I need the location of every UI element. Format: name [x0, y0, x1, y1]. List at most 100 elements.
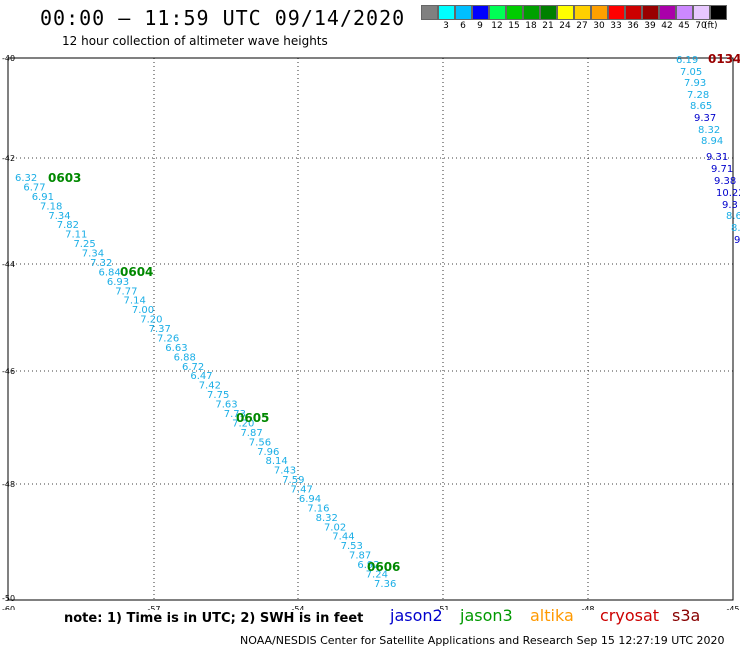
- latitude-tick-label: -44: [2, 260, 15, 269]
- wave-height-label: 9.37: [694, 113, 716, 124]
- legend-tick-label: 27: [576, 21, 588, 31]
- wave-height-label: 7.53: [341, 541, 363, 552]
- wave-height-label: 7.16: [307, 503, 329, 514]
- legend-swatch: [591, 5, 608, 20]
- pass-time-label: 0605: [236, 411, 269, 425]
- legend-tick-label: 24: [559, 21, 571, 31]
- sat-altika: altika: [530, 606, 574, 625]
- wave-height-label: 9: [734, 235, 740, 246]
- wave-height-label: 6.88: [174, 352, 196, 363]
- pass-time-label: 0606: [367, 560, 400, 574]
- wave-height-label: 8.32: [698, 125, 720, 136]
- legend-tick-label: 33: [610, 21, 622, 31]
- wave-height-label: 7.87: [240, 428, 262, 439]
- wave-height-label: 7.77: [115, 286, 137, 297]
- longitude-tick-label: -51: [436, 605, 449, 610]
- wave-height-label: 7.36: [374, 579, 396, 590]
- note-text: note: 1) Time is in UTC; 2) SWH is in fe…: [64, 611, 364, 626]
- wave-height-label: 7.20: [232, 418, 254, 429]
- wave-height-label: 8.65: [690, 101, 712, 112]
- map-frame: [7, 57, 734, 601]
- legend-tick-label: 6: [460, 21, 466, 31]
- wave-height-label: 6.63: [165, 343, 187, 354]
- latitude-tick-label: -40: [2, 54, 15, 63]
- wave-height-label: 7.75: [207, 390, 229, 401]
- wave-height-label: 6.72: [182, 362, 204, 373]
- legend-swatch: [659, 5, 676, 20]
- wave-height-label: 8.94: [701, 136, 723, 147]
- wave-height-label: 6.91: [32, 192, 54, 203]
- legend-swatch: [608, 5, 625, 20]
- legend-swatch: [523, 5, 540, 20]
- latitude-tick-label: -42: [2, 154, 15, 163]
- wave-height-label: 9.3: [722, 200, 738, 211]
- wave-height-label: 7.24: [366, 569, 388, 580]
- wave-height-label: 7.44: [332, 532, 354, 543]
- legend-swatch: [438, 5, 455, 20]
- wave-height-label: 7.56: [249, 437, 271, 448]
- legend-swatch: [676, 5, 693, 20]
- wave-height-label: 6.19: [676, 55, 698, 66]
- legend-swatch: [421, 5, 438, 20]
- legend-swatch: [710, 5, 727, 20]
- wave-height-label: 7.63: [215, 400, 237, 411]
- legend-tick-label: 42: [661, 21, 673, 31]
- wave-height-label: 7.11: [65, 230, 87, 241]
- legend-swatch: [455, 5, 472, 20]
- legend-swatch: [693, 5, 710, 20]
- pass-time-label: 0604: [120, 265, 153, 279]
- legend-unit: (ft): [704, 21, 718, 31]
- wave-height-label: 7.47: [291, 485, 313, 496]
- longitude-tick-label: -60: [2, 605, 15, 610]
- longitude-tick-label: -57: [147, 605, 160, 610]
- wave-height-label: 7.73: [224, 409, 246, 420]
- pass-time-label: 0134: [708, 52, 740, 66]
- sat-jason3: jason3: [460, 606, 513, 625]
- wave-height-label: 6.94: [299, 494, 321, 505]
- wave-height-label: 7.28: [687, 90, 709, 101]
- map-title: 00:00 – 11:59 UTC 09/14/2020: [40, 6, 406, 30]
- wave-height-label: 9.31: [706, 152, 728, 163]
- wave-height-label: 8.: [731, 223, 740, 234]
- color-legend: (ft) 3 6 9 12 15 18 21 24 27 30 33 36 39 42 45 70: [421, 5, 731, 37]
- wave-height-label: 8.32: [316, 513, 338, 524]
- legend-tick-label: 21: [542, 21, 554, 31]
- wave-height-label: 7.87: [349, 551, 371, 562]
- legend-swatch: [540, 5, 557, 20]
- wave-height-label: 7.37: [149, 324, 171, 335]
- legend-tick-label: 36: [627, 21, 639, 31]
- longitude-tick-label: -48: [581, 605, 594, 610]
- wave-height-label: 6.84: [99, 267, 121, 278]
- wave-height-label: 8.6: [726, 211, 740, 222]
- legend-tick-label: 39: [644, 21, 656, 31]
- altimeter-map: -40 -42 -44 -46 -48 -50 -60 -57 -54 -51 -48 -45 6.32…: [2, 52, 740, 610]
- wave-height-label: 7.42: [199, 381, 221, 392]
- wave-height-label: 6.47: [190, 371, 212, 382]
- wave-height-label: 6.77: [23, 182, 45, 193]
- legend-tick-label: 30: [593, 21, 605, 31]
- wave-height-label: 7.96: [257, 447, 279, 458]
- wave-height-label: 9.71: [711, 164, 733, 175]
- wave-height-label: 6.93: [107, 277, 129, 288]
- legend-swatch: [574, 5, 591, 20]
- legend-swatch: [625, 5, 642, 20]
- wave-height-label: 7.02: [324, 522, 346, 533]
- longitude-tick-label: -54: [291, 605, 304, 610]
- legend-tick-label: 45: [678, 21, 690, 31]
- wave-height-label: 7.32: [90, 258, 112, 269]
- latitude-tick-label: -50: [2, 594, 15, 603]
- wave-height-label: 6.92: [357, 560, 379, 571]
- legend-tick-label: 12: [491, 21, 503, 31]
- wave-height-label: 7.93: [684, 78, 706, 89]
- footer-credit: NOAA/NESDIS Center for Satellite Applica…: [240, 634, 725, 647]
- wave-height-label: 6.32: [15, 173, 37, 184]
- legend-swatch: [489, 5, 506, 20]
- wave-height-label: 7.18: [40, 201, 62, 212]
- wave-height-label: 7.26: [157, 333, 179, 344]
- legend-swatch: [472, 5, 489, 20]
- legend-swatch: [642, 5, 659, 20]
- wave-height-label: 7.34: [82, 249, 104, 260]
- wave-height-label: 7.00: [132, 305, 154, 316]
- legend-swatch: [506, 5, 523, 20]
- latitude-tick-label: -46: [2, 367, 15, 376]
